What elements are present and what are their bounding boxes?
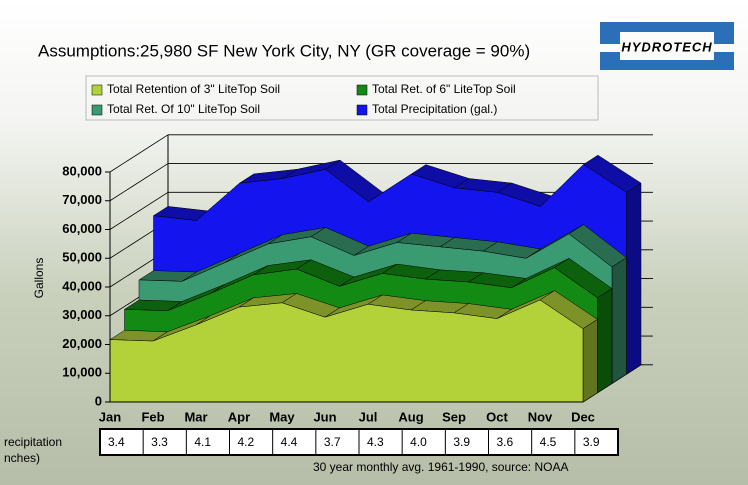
- table-label: recipitation: [4, 435, 62, 449]
- y-tick-label: 40,000: [62, 278, 102, 293]
- y-tick-label: 0: [95, 393, 102, 408]
- y-tick-label: 10,000: [62, 365, 102, 380]
- y-tick-label: 20,000: [62, 336, 102, 351]
- logo-text: HYDROTECH: [621, 39, 712, 54]
- source-note: 30 year monthly avg. 1961-1990, source: …: [313, 460, 568, 474]
- legend-label: Total Precipitation (gal.): [372, 102, 497, 116]
- area-side: [583, 319, 598, 402]
- x-tick-label: Jan: [99, 409, 121, 424]
- table-cell: 3.4: [108, 435, 125, 449]
- y-tick-label: 60,000: [62, 221, 102, 236]
- table-cell: 3.9: [583, 435, 600, 449]
- y-tick-label: 70,000: [62, 192, 102, 207]
- legend-swatch: [92, 105, 102, 115]
- table-cell: 4.1: [194, 435, 211, 449]
- table-cell: 3.6: [497, 435, 514, 449]
- chart-title: Assumptions:25,980 SF New York City, NY …: [38, 41, 530, 60]
- y-tick-label: 30,000: [62, 307, 102, 322]
- x-tick-label: Oct: [486, 409, 508, 424]
- area-side: [612, 258, 627, 384]
- legend-swatch: [357, 105, 367, 115]
- legend-label: Total Retention of 3" LiteTop Soil: [107, 82, 280, 96]
- area-side: [627, 183, 642, 374]
- x-tick-label: May: [269, 409, 295, 424]
- table-cell: 3.9: [453, 435, 470, 449]
- y-tick-label: 80,000: [62, 163, 102, 178]
- table-cell: 4.0: [410, 435, 427, 449]
- x-tick-label: Nov: [528, 409, 553, 424]
- x-tick-label: Sep: [442, 409, 466, 424]
- y-tick-label: 50,000: [62, 250, 102, 265]
- x-tick-label: Aug: [398, 409, 423, 424]
- table-cell: 4.2: [238, 435, 255, 449]
- table-cell: 4.3: [367, 435, 384, 449]
- chart: Assumptions:25,980 SF New York City, NY …: [0, 0, 748, 485]
- area-side: [598, 289, 613, 393]
- x-tick-label: Dec: [571, 409, 595, 424]
- legend-label: Total Ret. of 6" LiteTop Soil: [372, 82, 516, 96]
- table-cell: 3.7: [324, 435, 341, 449]
- legend-swatch: [92, 85, 102, 95]
- x-tick-label: Jun: [313, 409, 336, 424]
- y-axis-title: Gallons: [32, 258, 46, 299]
- legend-label: Total Ret. Of 10" LiteTop Soil: [107, 102, 260, 116]
- legend-swatch: [357, 85, 367, 95]
- table-cell: 3.3: [151, 435, 168, 449]
- table-label: nches): [4, 451, 40, 465]
- x-tick-label: Feb: [141, 409, 164, 424]
- x-tick-label: Jul: [359, 409, 378, 424]
- table-cell: 4.4: [281, 435, 298, 449]
- x-tick-label: Mar: [184, 409, 207, 424]
- table-cell: 4.5: [540, 435, 557, 449]
- x-tick-label: Apr: [228, 409, 250, 424]
